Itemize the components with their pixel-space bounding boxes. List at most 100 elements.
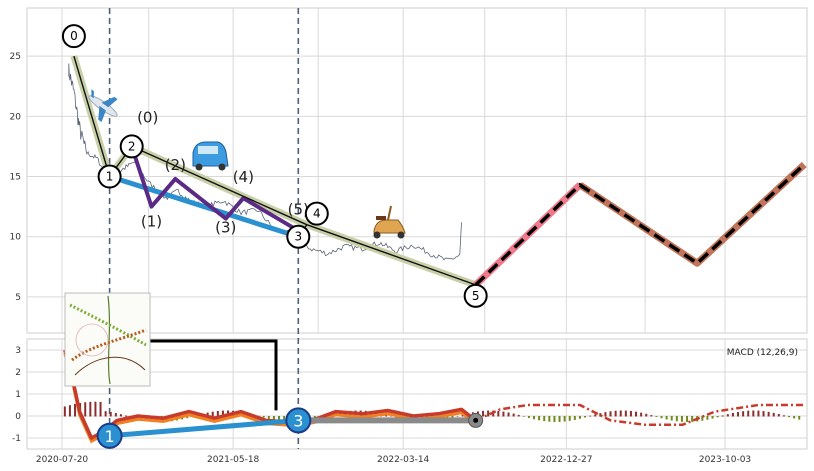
macd-histogram-bar xyxy=(278,416,281,421)
macd-histogram-bar xyxy=(119,414,122,417)
subwave-label: (5) xyxy=(288,201,309,219)
car-wheel-back xyxy=(218,163,226,171)
macd-histogram-bar xyxy=(89,401,92,417)
wave-label: 0 xyxy=(70,29,78,43)
macd-histogram-bar xyxy=(609,411,612,417)
wave-1-3-blue-line xyxy=(108,174,300,240)
macd-histogram-bar xyxy=(211,411,214,417)
macd-histogram-bar xyxy=(767,411,770,417)
macd-histogram-bar xyxy=(798,416,801,420)
macd-histogram-bar xyxy=(568,416,571,421)
macd-histogram-bar xyxy=(686,416,689,422)
macd-histogram-bar xyxy=(782,415,785,417)
wave-label: 3 xyxy=(294,230,302,244)
x-tick-label: 2022-03-14 xyxy=(377,455,430,465)
macd-histogram-bar xyxy=(262,416,265,418)
x-tick-label: 2021-05-18 xyxy=(207,455,260,465)
macd-histogram-bar xyxy=(522,416,525,417)
macd-y-tick-label: 0 xyxy=(15,412,21,422)
thumbnail-ring xyxy=(75,323,109,357)
macd-y-tick-label: 2 xyxy=(15,368,21,378)
macd-histogram-bar xyxy=(206,412,209,417)
macd-histogram-bar xyxy=(747,410,750,417)
macd-y-tick-label: -1 xyxy=(12,434,21,444)
macd-histogram-bar xyxy=(186,416,189,419)
wave-label-circle xyxy=(61,24,86,49)
x-tick-label: 2023-10-03 xyxy=(699,455,751,465)
macd-histogram-bar xyxy=(599,413,602,417)
macd-histogram-bar xyxy=(645,413,648,417)
macd-histogram-bar xyxy=(517,414,520,417)
macd-histogram-bar xyxy=(272,416,275,420)
macd-wave-circle xyxy=(96,422,123,449)
macd-histogram-bar xyxy=(456,415,459,417)
macd-histogram-bar xyxy=(390,415,393,417)
macd-histogram-bar xyxy=(716,416,719,418)
price-y-tick-label: 10 xyxy=(10,233,22,243)
thumbnail-connector-line xyxy=(150,339,278,411)
scooter-handle xyxy=(387,205,392,221)
macd-histogram-bar xyxy=(548,416,551,422)
macd-wave-circle xyxy=(285,407,312,434)
wave-label: 2 xyxy=(128,139,136,153)
macd-histogram-bar xyxy=(538,416,541,421)
price-y-tick-label: 15 xyxy=(10,173,21,183)
subwave-purple-line xyxy=(129,145,300,233)
macd-histogram-bar xyxy=(680,416,683,422)
macd-y-tick-label: 3 xyxy=(15,346,21,356)
macd-histogram-bar xyxy=(74,403,77,417)
macd-wave-end-dot-center xyxy=(473,417,479,423)
wave-label-circle xyxy=(463,283,488,308)
macd-histogram-bar xyxy=(589,415,592,417)
wave-label-circle xyxy=(286,224,311,249)
macd-histogram-bar xyxy=(507,412,510,417)
price-y-tick-label: 20 xyxy=(10,112,22,122)
x-tick-label: 2020-07-20 xyxy=(36,455,89,465)
macd-projection-line xyxy=(475,403,805,427)
macd-histogram-bar xyxy=(604,412,607,417)
thumbnail-leaf-green xyxy=(69,303,147,347)
price-y-tick-label: 25 xyxy=(10,52,21,62)
macd-histogram-bar xyxy=(706,416,709,420)
macd-histogram-bar xyxy=(731,412,734,417)
macd-histogram-bar xyxy=(487,410,490,417)
macd-histogram-bar xyxy=(578,416,581,419)
wave-label-circle xyxy=(119,134,144,159)
macd-histogram-bar xyxy=(742,411,745,417)
car-icon xyxy=(192,141,229,171)
macd-histogram-bar xyxy=(757,410,760,417)
macd-histogram-bar xyxy=(68,405,71,417)
macd-histogram-bar xyxy=(762,411,765,417)
macd-histogram-bar xyxy=(665,416,668,420)
macd-histogram-bar xyxy=(216,410,219,417)
macd-histogram-bar xyxy=(691,416,694,422)
macd-histogram-bar xyxy=(543,416,546,422)
scooter-wheel-front xyxy=(397,231,405,239)
macd-histogram-bar xyxy=(385,414,388,417)
macd-histogram-bar xyxy=(109,411,112,417)
macd-histogram-bar xyxy=(221,410,224,417)
macd-histogram-bar xyxy=(94,401,97,417)
scooter-icon xyxy=(373,205,406,239)
macd-histogram-bar xyxy=(558,416,561,422)
macd-wave-1-3-line xyxy=(109,417,299,439)
macd-histogram-bar xyxy=(533,416,536,420)
subwave-label: (1) xyxy=(141,213,162,231)
macd-title: MACD (12,26,9) xyxy=(727,348,798,358)
macd-histogram-bar xyxy=(114,413,117,417)
macd-histogram-bar xyxy=(629,411,632,417)
plant-thumbnail xyxy=(64,292,151,387)
price-plot-area xyxy=(26,7,808,334)
price-y-tick-label: 5 xyxy=(15,293,21,303)
macd-histogram-bar xyxy=(84,402,87,417)
macd-histogram-bar xyxy=(283,416,286,422)
macd-histogram-bar xyxy=(788,416,791,418)
car-window xyxy=(198,146,218,154)
macd-wave-label: 1 xyxy=(105,427,115,446)
macd-histogram-bar xyxy=(721,415,724,417)
macd-histogram-bar xyxy=(553,416,556,422)
thumbnail-vein xyxy=(74,356,146,376)
macd-wave-label: 3 xyxy=(293,411,303,430)
